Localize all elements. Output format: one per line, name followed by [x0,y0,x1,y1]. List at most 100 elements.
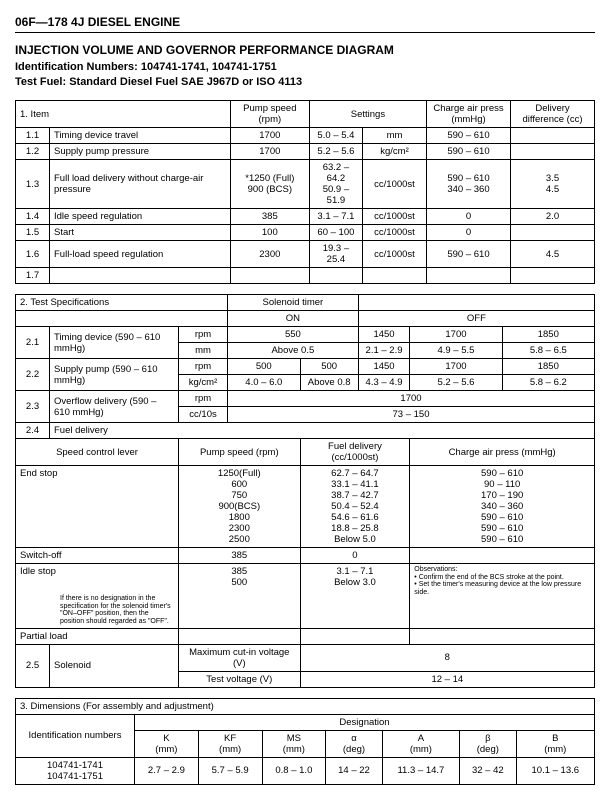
cell: 590 – 610 90 – 110 170 – 190 340 – 360 5… [410,466,595,548]
t3-designation: Designation [135,714,595,730]
t1-h-item: 1. Item [16,101,231,128]
cell: Above 0.8 [300,375,358,391]
observations: Observations: • Confirm the end of the B… [410,564,595,629]
table-cell [309,268,362,284]
cell: Charge air press (mmHg) [410,439,595,466]
table-cell [363,268,427,284]
cell: 1850 [502,327,594,343]
table-cell [511,144,595,160]
t3-idn: Identification numbers [16,714,135,757]
table-cell: 1.6 [16,241,50,268]
t3-value: 14 – 22 [326,757,382,784]
table-cell: 3.1 – 7.1 [309,209,362,225]
cell: rpm [179,327,228,343]
table-cell: mm [363,128,427,144]
table-cell: cc/1000st [363,241,427,268]
cell: 4.9 – 5.5 [410,343,502,359]
table-cell: 100 [230,225,309,241]
cell: 5.2 – 5.6 [410,375,502,391]
cell: 2.1 [16,327,50,359]
cell: Above 0.5 [228,343,359,359]
t2-h-solenoid: Solenoid timer [228,295,359,311]
cell: 12 – 14 [300,671,594,687]
table-cell: 0 [427,225,511,241]
table-cell: 590 – 610 [427,128,511,144]
cell: 2.1 – 2.9 [358,343,410,359]
table-cell: Supply pump pressure [50,144,231,160]
table-cell: 1.1 [16,128,50,144]
cell: 8 [300,644,594,671]
table-cell: 2300 [230,241,309,268]
table-cell [50,268,231,284]
cell: 1700 [410,327,502,343]
cell: 385 500 [179,564,301,629]
table-cell: 1.3 [16,160,50,209]
table-dimensions: 3. Dimensions (For assembly and adjustme… [15,698,595,785]
table-cell: 60 – 100 [309,225,362,241]
cell: rpm [179,359,228,375]
cell: mm [179,343,228,359]
t3-ids: 104741-1741 104741-1751 [16,757,135,784]
t3-header: 3. Dimensions (For assembly and adjustme… [16,698,595,714]
table-cell [511,128,595,144]
cell: Pump speed (rpm) [179,439,301,466]
cell: Fuel delivery [50,423,595,439]
test-fuel: Test Fuel: Standard Diesel Fuel SAE J967… [15,76,595,88]
t2-off: OFF [358,311,594,327]
t3-col-header: MS (mm) [262,730,326,757]
page-header: 06F—178 4J DIESEL ENGINE [15,15,595,33]
table-cell: 5.2 – 5.6 [309,144,362,160]
cell: 62.7 – 64.7 33.1 – 41.1 38.7 – 42.7 50.4… [300,466,410,548]
cell: 1450 [358,327,410,343]
cell: kg/cm² [179,375,228,391]
cell: Maximum cut-in voltage (V) [179,644,301,671]
table-cell: 1.7 [16,268,50,284]
cell: 2.3 [16,391,50,423]
table-cell: 4.5 [511,241,595,268]
cell: End stop [16,466,179,548]
t2-on: ON [228,311,359,327]
table-cell: 1.4 [16,209,50,225]
cell: 1850 [502,359,594,375]
cell: cc/10s [179,407,228,423]
t3-value: 10.1 – 13.6 [516,757,594,784]
cell: 5.8 – 6.5 [502,343,594,359]
cell: Overflow delivery (590 – 610 mmHg) [50,391,179,423]
cell: 2.5 [16,644,50,687]
t3-value: 2.7 – 2.9 [135,757,199,784]
t3-col-header: K (mm) [135,730,199,757]
table-cell [230,268,309,284]
cell: Test voltage (V) [179,671,301,687]
table-cell: cc/1000st [363,225,427,241]
table-cell: Start [50,225,231,241]
id-numbers: Identification Numbers: 104741-1741, 104… [15,61,595,73]
table-cell: 1.2 [16,144,50,160]
cell: 2.2 [16,359,50,391]
cell: 4.0 – 6.0 [228,375,301,391]
cell: Speed control lever [16,439,179,466]
t1-h-delivery: Delivery difference (cc) [511,101,595,128]
table-cell: 63.2 – 64.2 50.9 – 51.9 [309,160,362,209]
t3-value: 32 – 42 [460,757,516,784]
cell: 385 [179,548,301,564]
cell: 1450 [358,359,410,375]
cell: Solenoid [50,644,179,687]
cell: 1250(Full) 600 750 900(BCS) 1800 2300 25… [179,466,301,548]
t2-h1: 2. Test Specifications [16,295,228,311]
cell [410,548,595,564]
table-cell: 590 – 610 340 – 360 [427,160,511,209]
cell: Fuel delivery (cc/1000st) [300,439,410,466]
main-title: INJECTION VOLUME AND GOVERNOR PERFORMANC… [15,43,595,57]
table-cell [511,268,595,284]
table-cell: Timing device travel [50,128,231,144]
table-test-spec: 2. Test Specifications Solenoid timer ON… [15,294,595,688]
t1-h-settings: Settings [309,101,426,128]
table-cell: 1.5 [16,225,50,241]
t3-col-header: α (deg) [326,730,382,757]
cell: Supply pump (590 – 610 mmHg) [50,359,179,391]
cell: rpm [179,391,228,407]
t3-value: 11.3 – 14.7 [382,757,459,784]
t1-h-pumpspeed: Pump speed (rpm) [230,101,309,128]
t3-value: 0.8 – 1.0 [262,757,326,784]
idle-note: If there is no designation in the specif… [20,595,174,626]
